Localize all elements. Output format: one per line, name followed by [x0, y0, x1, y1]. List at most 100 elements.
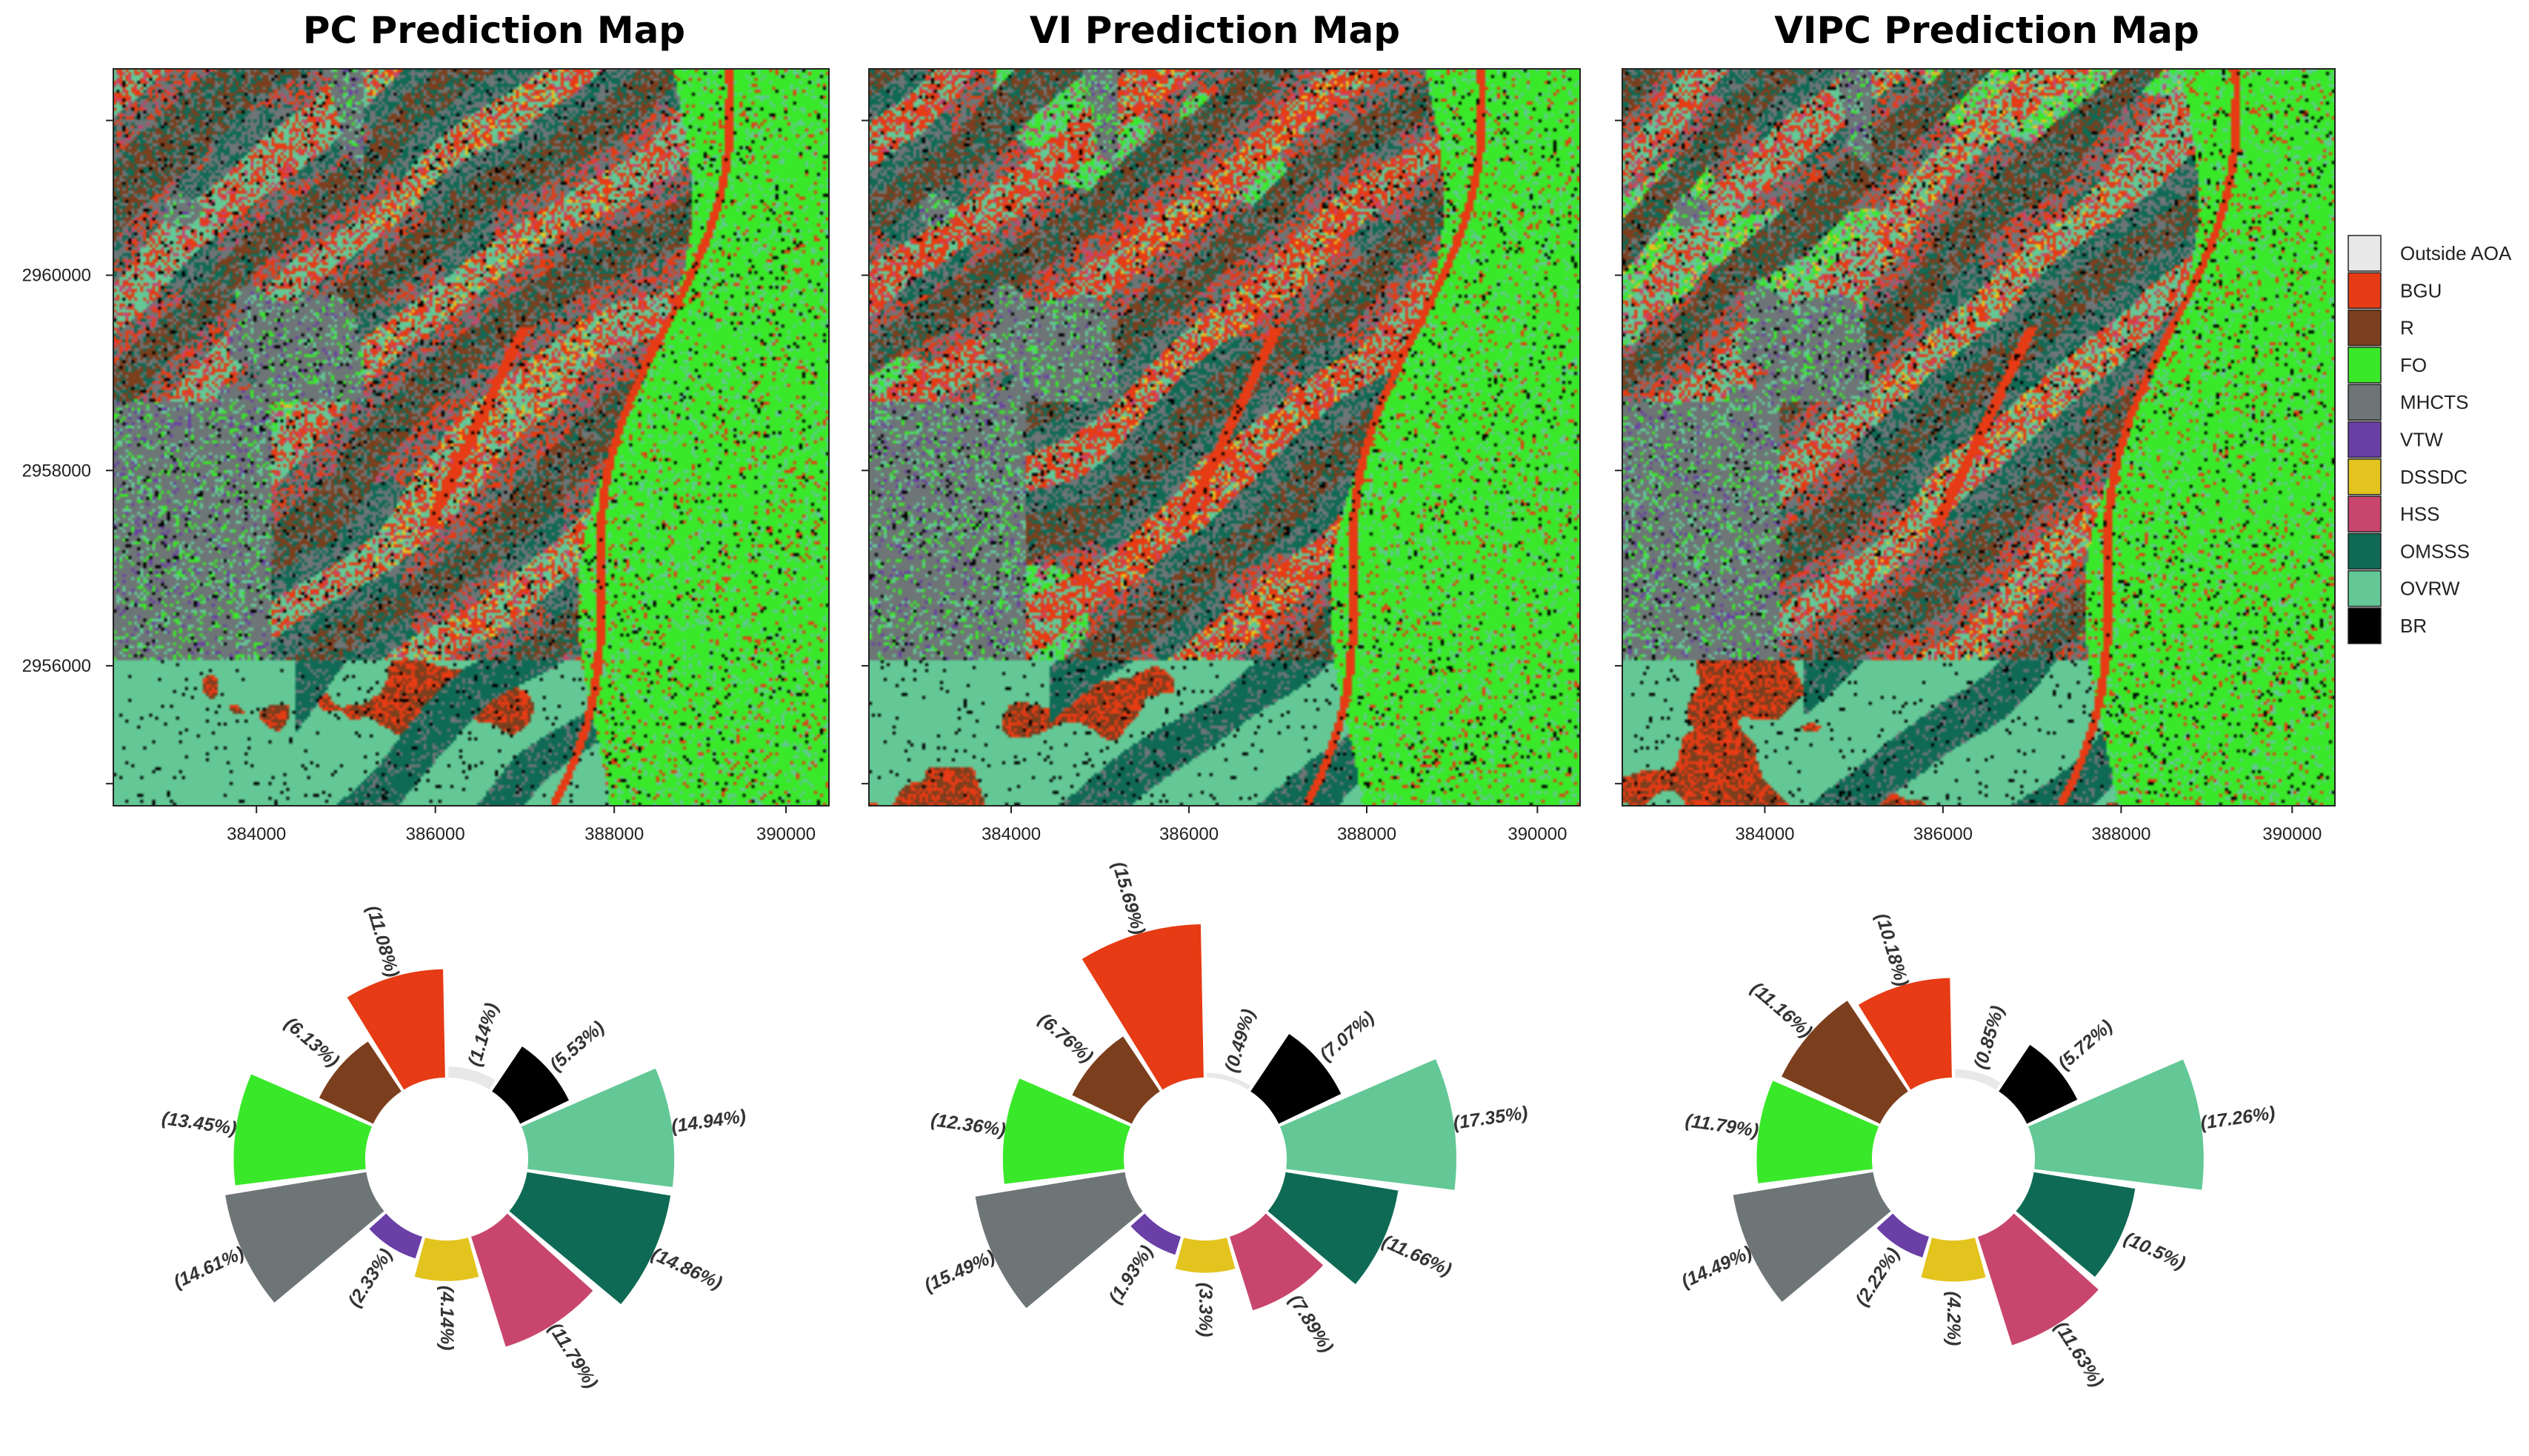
polar-bar-bgu [347, 969, 445, 1090]
polar-bar-label: (4.2%) [1943, 1292, 1964, 1346]
polar-bar-label: (11.79%) [1684, 1110, 1760, 1141]
polar-chart-vipc: (0.85%) (5.72%) (17.26%) (10.5%) (11.63%) (4.… [1679, 911, 2277, 1391]
polar-bar-label: (11.79%) [544, 1319, 602, 1392]
legend-swatch [2348, 309, 2382, 347]
polar-bar-label: (1.93%) [1104, 1242, 1157, 1308]
x-tick-label: 384000 [982, 824, 1041, 844]
polar-bar-label: (1.14%) [464, 1001, 503, 1069]
polar-bar-label: (12.36%) [930, 1109, 1007, 1141]
polar-bar-label: (14.61%) [170, 1243, 247, 1293]
polar-bar-label: (14.49%) [1679, 1242, 1756, 1292]
prediction-maps: PC Prediction Map 384000 386000 388000 39000… [22, 9, 2336, 844]
polar-bar-label: (17.26%) [2199, 1103, 2276, 1134]
map-frame [113, 68, 830, 807]
classified-raster [1622, 69, 2335, 806]
polar-bar-omsss [2016, 1172, 2136, 1278]
polar-bar-outside-aoa [1207, 1072, 1251, 1090]
legend-item: OMSSS [2348, 532, 2470, 570]
legend-swatch [2348, 272, 2382, 310]
polar-bar-fo [1002, 1078, 1131, 1184]
legend-label: MHCTS [2400, 391, 2468, 413]
polar-bar-vtw [369, 1213, 422, 1259]
polar-bar-mhcts [1733, 1172, 1891, 1302]
polar-bar-omsss [1267, 1172, 1399, 1284]
legend-item: VTW [2348, 421, 2443, 458]
polar-bar-mhcts [975, 1172, 1143, 1309]
polar-bar-hss [471, 1213, 593, 1347]
legend-item: R [2348, 309, 2414, 347]
polar-bar-br [1250, 1034, 1342, 1124]
x-tick-label: 384000 [227, 824, 286, 844]
legend-label: Outside AOA [2400, 242, 2512, 264]
polar-bar-ovrw [521, 1068, 675, 1187]
polar-bar-vtw [1130, 1213, 1181, 1255]
polar-bar-br [492, 1046, 569, 1124]
legend-swatch [2348, 495, 2382, 532]
polar-bar-ovrw [1279, 1059, 1457, 1190]
polar-bar-charts: (1.14%) (5.53%) (14.94%) (14.86%) (11.79%) (4… [161, 859, 2276, 1392]
polar-bar-r [319, 1041, 401, 1124]
x-tick-label: 390000 [756, 824, 816, 844]
legend-swatch [2348, 532, 2382, 570]
legend-swatch [2348, 347, 2382, 384]
prediction-map-pc: PC Prediction Map 384000 386000 388000 39000… [22, 9, 830, 844]
legend-item: MHCTS [2348, 384, 2468, 421]
prediction-map-vi: VI Prediction Map 384000 386000 388000 39000… [862, 9, 1581, 844]
legend-item: OVRW [2348, 570, 2460, 607]
map-title: VI Prediction Map [1030, 9, 1400, 52]
legend-label: DSSDC [2400, 466, 2468, 488]
polar-bar-label: (15.49%) [922, 1246, 999, 1297]
polar-bar-br [1999, 1044, 2078, 1124]
polar-bar-vtw [1876, 1213, 1929, 1258]
legend-label: OVRW [2400, 578, 2460, 600]
x-tick-label: 388000 [1337, 824, 1396, 844]
legend-item: BR [2348, 607, 2427, 644]
polar-bar-label: (13.45%) [161, 1108, 238, 1139]
x-tick-label: 390000 [2262, 824, 2322, 844]
polar-bar-label: (5.72%) [2054, 1016, 2116, 1074]
polar-bar-bgu [1858, 978, 1952, 1090]
legend-label: OMSSS [2400, 540, 2470, 562]
x-tick-label: 388000 [2091, 824, 2150, 844]
x-tick-label: 384000 [1735, 824, 1794, 844]
polar-bar-label: (17.35%) [1452, 1103, 1529, 1134]
map-title: VIPC Prediction Map [1774, 9, 2199, 52]
polar-bar-label: (7.89%) [1285, 1291, 1337, 1357]
polar-chart-pc: (1.14%) (5.53%) (14.94%) (14.86%) (11.79%) (4… [161, 903, 747, 1392]
polar-bar-omsss [509, 1172, 671, 1305]
legend-label: R [2400, 317, 2414, 339]
polar-bar-label: (2.33%) [344, 1245, 396, 1311]
x-tick-label: 388000 [584, 824, 644, 844]
polar-bar-label: (11.08%) [362, 903, 403, 979]
x-tick-label: 390000 [1507, 824, 1567, 844]
map-frame [1622, 68, 2336, 807]
polar-bar-label: (11.66%) [1379, 1231, 1454, 1280]
classified-raster [113, 69, 829, 806]
legend-swatch [2348, 384, 2382, 421]
polar-bar-label: (15.69%) [1108, 859, 1149, 937]
x-tick-label: 386000 [1913, 824, 1973, 844]
polar-bar-hss [1230, 1213, 1324, 1311]
polar-bar-dssdc [414, 1238, 479, 1281]
polar-bar-outside-aoa [448, 1066, 496, 1090]
polar-bar-label: (6.13%) [281, 1013, 343, 1071]
legend-swatch [2348, 235, 2382, 272]
polar-bar-fo [233, 1074, 373, 1186]
y-tick-label: 2956000 [22, 656, 91, 676]
x-tick-label: 386000 [406, 824, 465, 844]
legend-swatch [2348, 458, 2382, 495]
polar-bar-label: (4.14%) [436, 1286, 457, 1351]
polar-bar-label: (7.07%) [1316, 1007, 1378, 1065]
polar-bar-bgu [1082, 924, 1204, 1090]
legend-label: HSS [2400, 503, 2439, 525]
legend-label: BR [2400, 615, 2427, 637]
polar-bar-label: (10.5%) [2121, 1228, 2188, 1274]
legend-item: FO [2348, 347, 2427, 384]
classified-raster [869, 69, 1580, 806]
polar-bar-label: (5.53%) [546, 1017, 608, 1075]
polar-bar-ovrw [2027, 1059, 2204, 1190]
legend-item: HSS [2348, 495, 2439, 532]
polar-bar-label: (2.22%) [1851, 1244, 1904, 1310]
polar-bar-label: (3.3%) [1195, 1283, 1216, 1338]
polar-bar-r [1072, 1036, 1160, 1124]
